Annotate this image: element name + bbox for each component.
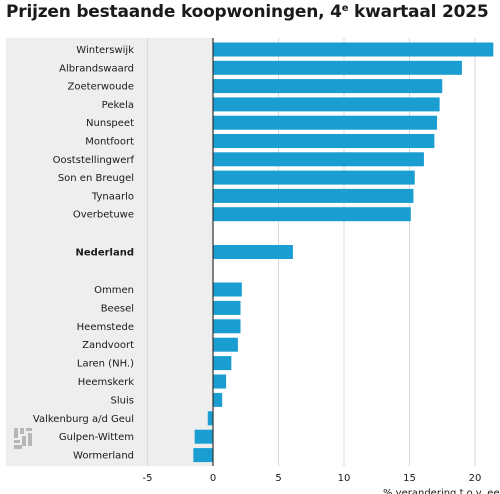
- category-label-20: Wormerland: [73, 451, 134, 462]
- bar-11: [213, 282, 242, 297]
- bar-4: [213, 115, 438, 130]
- bar-15: [213, 356, 232, 371]
- bar-14: [213, 337, 238, 352]
- bar-9: [213, 207, 411, 222]
- category-label-18: Valkenburg a/d Geul: [33, 414, 134, 425]
- category-label-15: Laren (NH.): [77, 359, 134, 370]
- category-label-12: Beesel: [101, 303, 134, 314]
- category-label-7: Son en Breugel: [58, 173, 134, 184]
- bar-6: [213, 152, 424, 167]
- x-tick-label-0: -5: [143, 473, 153, 484]
- category-label-16: Heemskerk: [78, 377, 134, 388]
- cbs-logo-icon: [14, 428, 32, 449]
- bar-16: [213, 374, 227, 389]
- x-axis-label: % verandering t.o.v. een jaar eerder: [383, 488, 500, 494]
- x-tick-label-1: 0: [210, 473, 216, 484]
- category-label-19: Gulpen-Wittem: [59, 432, 134, 443]
- bar-17: [213, 392, 223, 407]
- bar-2: [213, 79, 443, 94]
- chart-title: Prijzen bestaande koopwoningen, 4e kwart…: [6, 2, 489, 22]
- category-label-1: Albrandswaard: [59, 63, 134, 74]
- category-label-3: Pekela: [102, 100, 134, 111]
- bar-3: [213, 97, 440, 112]
- category-label-5: Montfoort: [85, 137, 134, 148]
- category-label-4: Nunspeet: [86, 118, 134, 129]
- category-label-17: Sluis: [111, 395, 134, 406]
- bar-0: [213, 42, 494, 57]
- bar-13: [213, 319, 241, 334]
- bar-1: [213, 60, 462, 75]
- bar-7: [213, 170, 415, 185]
- x-tick-label-5: 20: [469, 473, 482, 484]
- category-label-10: Nederland: [76, 248, 134, 259]
- category-label-14: Zandvoort: [82, 340, 134, 351]
- bar-20: [193, 448, 213, 463]
- category-label-9: Overbetuwe: [73, 210, 134, 221]
- bar-10: [213, 245, 293, 259]
- category-label-0: Winterswijk: [76, 45, 134, 56]
- category-label-8: Tynaarlo: [91, 191, 134, 202]
- category-label-6: Ooststellingwerf: [53, 155, 135, 166]
- bar-8: [213, 188, 414, 203]
- category-label-11: Ommen: [94, 285, 134, 296]
- category-label-2: Zoeterwoude: [68, 82, 134, 93]
- bar-18: [207, 411, 213, 426]
- bar-19: [194, 429, 213, 444]
- category-label-13: Heemstede: [77, 322, 134, 333]
- x-tick-label-3: 10: [338, 473, 351, 484]
- bar-5: [213, 134, 435, 148]
- x-tick-label-2: 5: [275, 473, 281, 484]
- bar-12: [213, 300, 241, 315]
- label-panel: [6, 38, 213, 466]
- x-tick-label-4: 15: [403, 473, 416, 484]
